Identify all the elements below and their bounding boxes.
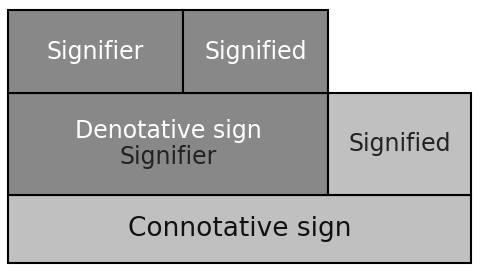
Text: Signified: Signified [204,40,307,63]
Bar [8,195,471,263]
Text: Connotative sign: Connotative sign [128,216,351,242]
Bar [8,93,328,195]
Bar [8,10,183,93]
Text: Signifier: Signifier [119,145,217,169]
Text: Signified: Signified [348,132,451,156]
Text: Signifier: Signifier [47,40,144,63]
Bar [328,93,471,195]
Bar [183,10,328,93]
Text: Denotative sign: Denotative sign [75,119,261,143]
